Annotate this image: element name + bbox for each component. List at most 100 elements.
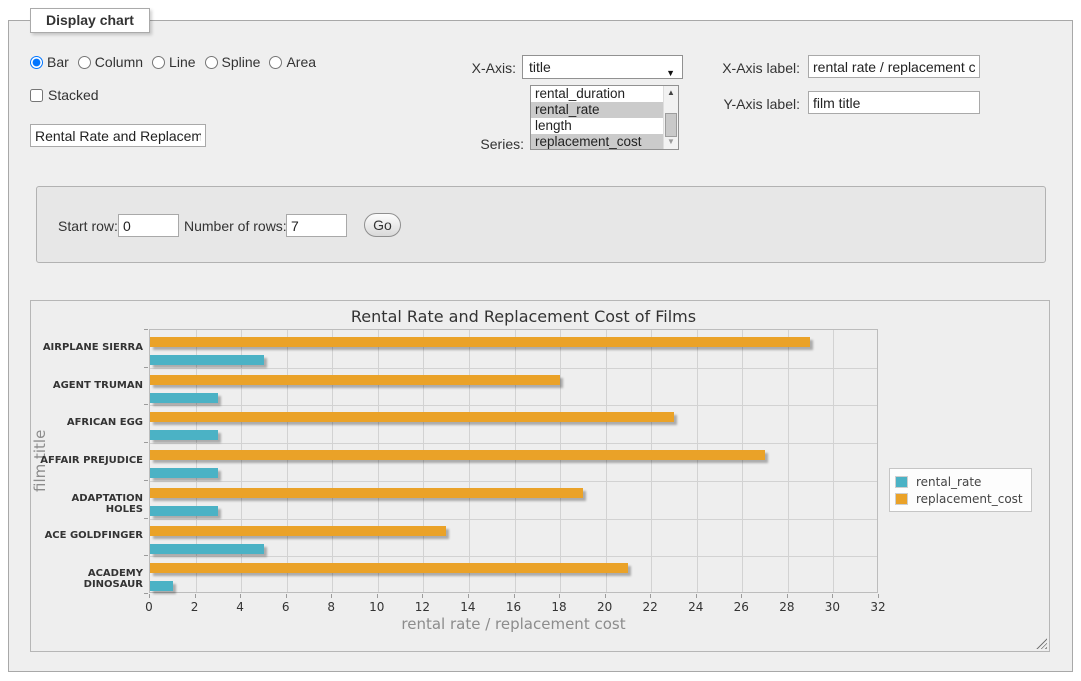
replacement_cost-bar bbox=[150, 525, 446, 536]
radio-label: Bar bbox=[47, 54, 69, 70]
rental_rate-bar bbox=[150, 543, 264, 554]
y-tick-mark bbox=[144, 366, 148, 368]
x-tick-label: 4 bbox=[236, 600, 244, 614]
replacement_cost-bar bbox=[150, 337, 811, 347]
chart-y-axis-title: film title bbox=[31, 429, 49, 493]
gridline-vertical bbox=[377, 330, 379, 592]
replacement_cost-bar bbox=[150, 412, 674, 423]
y-tick-mark bbox=[144, 479, 148, 481]
x-tick-label: 6 bbox=[281, 600, 290, 614]
chart-x-axis-title: rental rate / replacement cost bbox=[401, 615, 626, 633]
x-tick-label: 32 bbox=[870, 600, 886, 614]
radio-bar[interactable] bbox=[30, 55, 43, 69]
resize-grip-icon[interactable] bbox=[1036, 638, 1047, 649]
y-tick-mark bbox=[144, 555, 148, 557]
x-tick-mark bbox=[285, 594, 287, 598]
replacement_cost-bar bbox=[150, 374, 560, 385]
x-tick-mark bbox=[194, 594, 196, 598]
stacked-checkbox[interactable] bbox=[30, 88, 43, 102]
legend-label: replacement_cost bbox=[916, 491, 1023, 506]
start-row-label: Start row: bbox=[58, 218, 118, 234]
x-tick-label: 24 bbox=[688, 600, 704, 614]
x-axis-selected-value: title bbox=[529, 59, 551, 75]
gridline-vertical bbox=[696, 330, 698, 592]
series-option-rental_rate[interactable]: rental_rate bbox=[531, 102, 663, 118]
chart-type-option-bar[interactable]: Bar bbox=[30, 54, 69, 70]
legend-row: replacement_cost bbox=[895, 490, 1023, 507]
x-tick-mark bbox=[559, 594, 561, 598]
scrollbar-up-icon[interactable]: ▲ bbox=[667, 88, 675, 97]
x-tick-mark bbox=[832, 594, 834, 598]
go-button[interactable]: Go bbox=[364, 213, 401, 237]
start-row-input[interactable] bbox=[118, 214, 179, 237]
legend-row: rental_rate bbox=[895, 473, 1023, 490]
x-tick-mark bbox=[513, 594, 515, 598]
radio-line[interactable] bbox=[152, 55, 166, 69]
y-tick-mark bbox=[144, 593, 148, 594]
x-tick-label: 30 bbox=[824, 600, 841, 614]
series-select-label: Series: bbox=[480, 136, 524, 152]
gridline-vertical bbox=[195, 330, 197, 592]
rental_rate-bar bbox=[150, 355, 264, 365]
x-axis-label-input[interactable] bbox=[808, 55, 980, 78]
chart-type-radios: Bar Column Line Spline Area bbox=[30, 54, 316, 70]
x-axis-select-label: X-Axis: bbox=[471, 60, 516, 76]
replacement_cost-bar bbox=[150, 487, 583, 498]
series-listbox[interactable]: rental_duration rental_rate length replacem… bbox=[530, 85, 679, 150]
y-axis-label-input[interactable] bbox=[808, 91, 980, 114]
gridline-vertical bbox=[605, 330, 607, 592]
x-tick-label: 14 bbox=[460, 600, 476, 614]
replacement_cost-legend-swatch bbox=[895, 492, 908, 505]
rental_rate-legend-swatch bbox=[895, 475, 908, 488]
gridline-vertical bbox=[241, 330, 243, 592]
x-tick-label: 8 bbox=[327, 600, 336, 614]
series-option-length[interactable]: length bbox=[535, 118, 572, 133]
gridline-horizontal bbox=[150, 556, 877, 558]
radio-area[interactable] bbox=[269, 55, 283, 69]
x-tick-mark bbox=[650, 594, 652, 598]
number-of-rows-input[interactable] bbox=[286, 214, 347, 237]
series-option-rental_duration[interactable]: rental_duration bbox=[535, 86, 626, 101]
x-tick-mark bbox=[422, 594, 424, 598]
x-tick-mark bbox=[786, 594, 788, 598]
x-tick-label: 18 bbox=[551, 600, 567, 614]
y-tick-mark bbox=[144, 329, 148, 330]
x-tick-mark bbox=[741, 594, 743, 598]
gridline-horizontal bbox=[150, 518, 877, 520]
x-tick-label: 10 bbox=[369, 600, 385, 614]
radio-column[interactable] bbox=[77, 55, 91, 69]
x-tick-label: 28 bbox=[779, 600, 795, 614]
rental_rate-bar bbox=[150, 392, 219, 403]
chart-title-input[interactable] bbox=[30, 124, 206, 147]
gridline-horizontal bbox=[150, 405, 877, 407]
gridline-vertical bbox=[651, 330, 653, 592]
panel-legend: Display chart bbox=[30, 8, 150, 33]
y-axis-label-caption: Y-Axis label: bbox=[723, 96, 800, 112]
rental_rate-bar bbox=[150, 581, 173, 592]
chart-type-option-area[interactable]: Area bbox=[269, 54, 316, 70]
x-axis-label-caption: X-Axis label: bbox=[722, 60, 800, 76]
x-tick-mark bbox=[878, 594, 879, 598]
series-option-replacement_cost[interactable]: replacement_cost bbox=[531, 134, 663, 149]
series-scrollbar[interactable]: ▲ ▼ bbox=[663, 86, 678, 149]
chart-type-option-line[interactable]: Line bbox=[152, 54, 196, 70]
chart-type-option-spline[interactable]: Spline bbox=[204, 54, 260, 70]
radio-label: Column bbox=[94, 54, 144, 70]
gridline-horizontal bbox=[150, 480, 877, 482]
scrollbar-down-icon[interactable]: ▼ bbox=[667, 137, 675, 146]
replacement_cost-bar bbox=[150, 450, 765, 461]
radio-spline[interactable] bbox=[204, 55, 218, 69]
scrollbar-thumb[interactable] bbox=[665, 113, 677, 137]
rows-controls-box: Start row: Number of rows: Go bbox=[36, 186, 1046, 263]
chart-title: Rental Rate and Replacement Cost of Film… bbox=[350, 307, 697, 326]
rental_rate-bar bbox=[150, 430, 219, 441]
stacked-checkbox-row[interactable]: Stacked bbox=[30, 87, 99, 103]
chart-type-option-column[interactable]: Column bbox=[77, 54, 144, 70]
number-of-rows-label: Number of rows: bbox=[184, 218, 287, 234]
chart-legend: rental_rate replacement_cost bbox=[889, 468, 1032, 512]
gridline-vertical bbox=[286, 330, 288, 592]
x-tick-mark bbox=[604, 594, 606, 598]
x-axis-select[interactable]: title ▼ bbox=[522, 55, 683, 79]
x-tick-mark bbox=[240, 594, 242, 598]
radio-label: Area bbox=[286, 54, 317, 70]
